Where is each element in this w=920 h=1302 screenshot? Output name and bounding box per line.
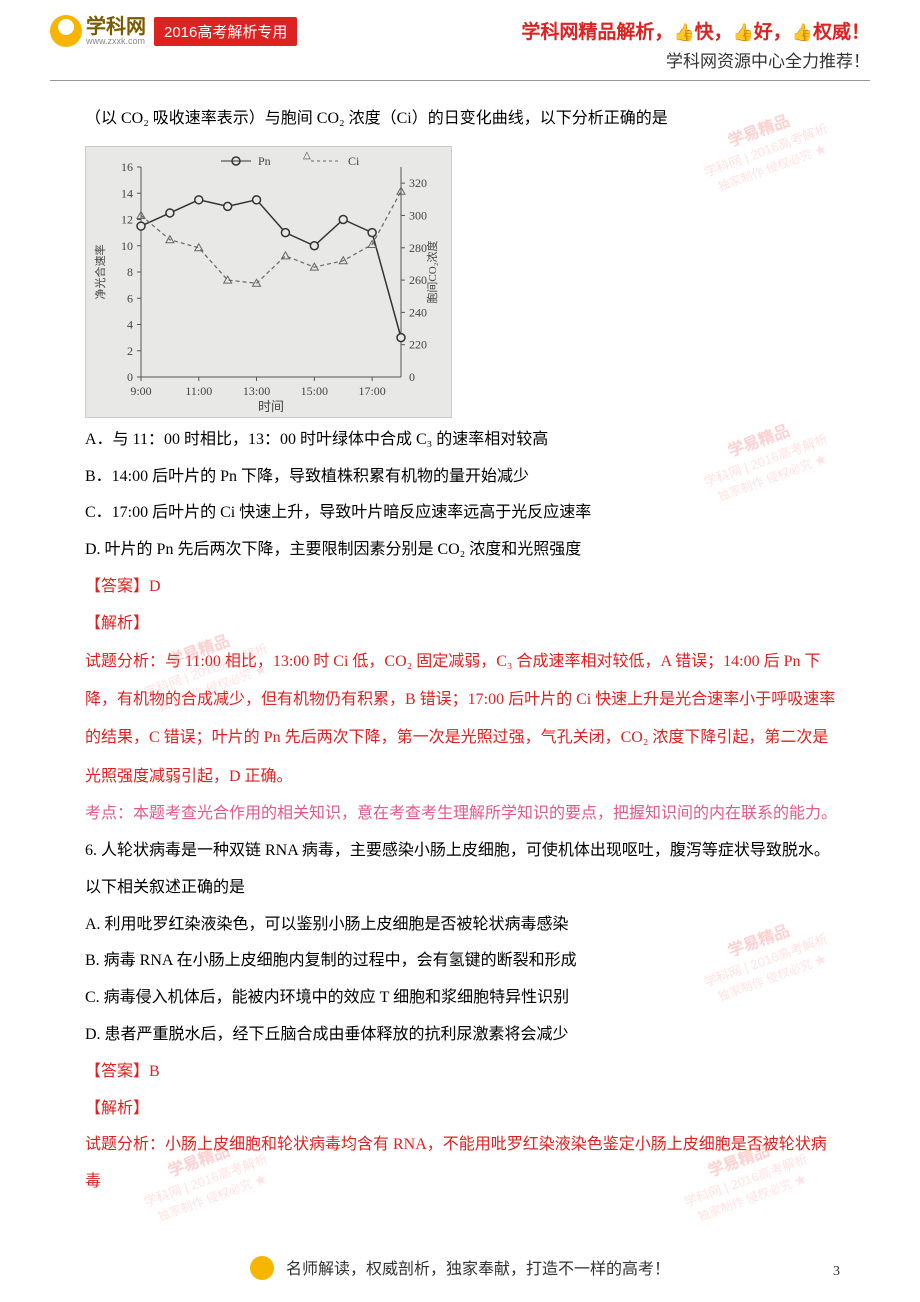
svg-text:4: 4 [127, 317, 133, 331]
logo-url-text: www.zxxk.com [86, 37, 146, 46]
svg-text:6: 6 [127, 291, 133, 305]
page-header: 学科网 www.zxxk.com 2016高考解析专用 学科网精品解析，👍快，👍… [0, 0, 920, 78]
svg-text:260: 260 [409, 273, 427, 287]
slogan-item-1: 好， [754, 22, 792, 43]
svg-text:10: 10 [121, 239, 133, 253]
site-logo: 学科网 www.zxxk.com [50, 15, 146, 47]
svg-text:Ci: Ci [348, 154, 360, 168]
header-right: 学科网精品解析，👍快，👍好，👍权威！ 学科网资源中心全力推荐！ [521, 15, 870, 72]
svg-text:△: △ [303, 150, 311, 161]
q5-option-d: D. 叶片的 Pn 先后两次下降，主要限制因素分别是 CO₂ 浓度和光照强度 [85, 532, 840, 569]
header-slogan: 学科网精品解析，👍快，👍好，👍权威！ [521, 17, 870, 44]
footer-icon [250, 1256, 274, 1280]
svg-text:12: 12 [121, 212, 133, 226]
svg-text:240: 240 [409, 305, 427, 319]
svg-text:14: 14 [121, 186, 133, 200]
header-subtitle: 学科网资源中心全力推荐！ [521, 47, 870, 72]
svg-text:16: 16 [121, 160, 133, 174]
logo-main-text: 学科网 [86, 17, 146, 37]
q6-option-b: B. 病毒 RNA 在小肠上皮细胞内复制的过程中，会有氢键的断裂和形成 [85, 943, 840, 980]
svg-text:15:00: 15:00 [301, 384, 328, 398]
q6-option-d: D. 患者严重脱水后，经下丘脑合成由垂体释放的抗利尿激素将会减少 [85, 1017, 840, 1054]
q6-option-c: C. 病毒侵入机体后，能被内环境中的效应 T 细胞和浆细胞特异性识别 [85, 980, 840, 1017]
logo-icon [50, 15, 82, 47]
q6-analysis-body: 试题分析：小肠上皮细胞和轮状病毒均含有 RNA，不能用吡罗红染液染色鉴定小肠上皮… [85, 1127, 840, 1201]
q6-stem-2: 以下相关叙述正确的是 [85, 870, 840, 907]
thumb-icon: 👍 [673, 23, 694, 42]
svg-text:17:00: 17:00 [358, 384, 385, 398]
svg-text:胞间CO₂浓度: 胞间CO₂浓度 [425, 240, 439, 303]
q5-answer: 【答案】D [85, 569, 840, 606]
document-content: （以 CO₂ 吸收速率表示）与胞间 CO₂ 浓度（Ci）的日变化曲线，以下分析正… [0, 81, 920, 1231]
q5-analysis-label: 【解析】 [85, 606, 840, 643]
exam-tag: 2016高考解析专用 [154, 17, 297, 46]
q6-option-a: A. 利用吡罗红染液染色，可以鉴别小肠上皮细胞是否被轮状病毒感染 [85, 907, 840, 944]
chart-svg: 0 2 4 6 8 10 12 14 16 0 220 240 260 280 300 320 9:00 11:0… [86, 147, 451, 417]
thumb-icon: 👍 [792, 23, 813, 42]
svg-text:300: 300 [409, 208, 427, 222]
svg-text:0: 0 [127, 370, 133, 384]
svg-text:280: 280 [409, 241, 427, 255]
svg-text:时间: 时间 [258, 399, 284, 414]
q5-option-c: C．17:00 后叶片的 Ci 快速上升，导致叶片暗反应速率远高于光反应速率 [85, 495, 840, 532]
svg-text:8: 8 [127, 265, 133, 279]
q6-stem-1: 6. 人轮状病毒是一种双链 RNA 病毒，主要感染小肠上皮细胞，可使机体出现呕吐… [85, 833, 840, 870]
slogan-item-2: 权威！ [813, 22, 870, 43]
svg-text:220: 220 [409, 337, 427, 351]
q5-point: 考点：本题考查光合作用的相关知识，意在考查考生理解所学知识的要点，把握知识间的内… [85, 796, 840, 833]
slogan-item-0: 快， [695, 22, 733, 43]
svg-text:0: 0 [409, 370, 415, 384]
svg-text:13:00: 13:00 [243, 384, 270, 398]
q5-analysis-body: 试题分析：与 11:00 相比，13:00 时 Ci 低，CO₂ 固定减弱，C₃… [85, 643, 840, 797]
page-footer: 名师解读，权威剖析，独家奉献，打造不一样的高考！ [0, 1255, 920, 1282]
q5-option-b: B．14:00 后叶片的 Pn 下降，导致植株积累有机物的量开始减少 [85, 459, 840, 496]
svg-text:2: 2 [127, 344, 133, 358]
page-number: 3 [833, 1264, 840, 1280]
q5-intro: （以 CO₂ 吸收速率表示）与胞间 CO₂ 浓度（Ci）的日变化曲线，以下分析正… [85, 101, 840, 138]
svg-text:11:00: 11:00 [185, 384, 212, 398]
q6-analysis-label: 【解析】 [85, 1091, 840, 1128]
q6-answer: 【答案】B [85, 1054, 840, 1091]
svg-text:320: 320 [409, 176, 427, 190]
footer-text: 名师解读，权威剖析，独家奉献，打造不一样的高考！ [286, 1261, 670, 1278]
svg-text:9:00: 9:00 [130, 384, 151, 398]
slogan-prefix: 学科网精品解析， [521, 22, 673, 43]
q5-option-a: A．与 11：00 时相比，13：00 时叶绿体中合成 C₃ 的速率相对较高 [85, 422, 840, 459]
svg-text:Pn: Pn [258, 154, 271, 168]
thumb-icon: 👍 [733, 23, 754, 42]
q5-chart: 0 2 4 6 8 10 12 14 16 0 220 240 260 280 300 320 9:00 11:0… [85, 146, 452, 418]
svg-text:净光合速率: 净光合速率 [93, 244, 107, 299]
header-left: 学科网 www.zxxk.com 2016高考解析专用 [50, 15, 297, 47]
